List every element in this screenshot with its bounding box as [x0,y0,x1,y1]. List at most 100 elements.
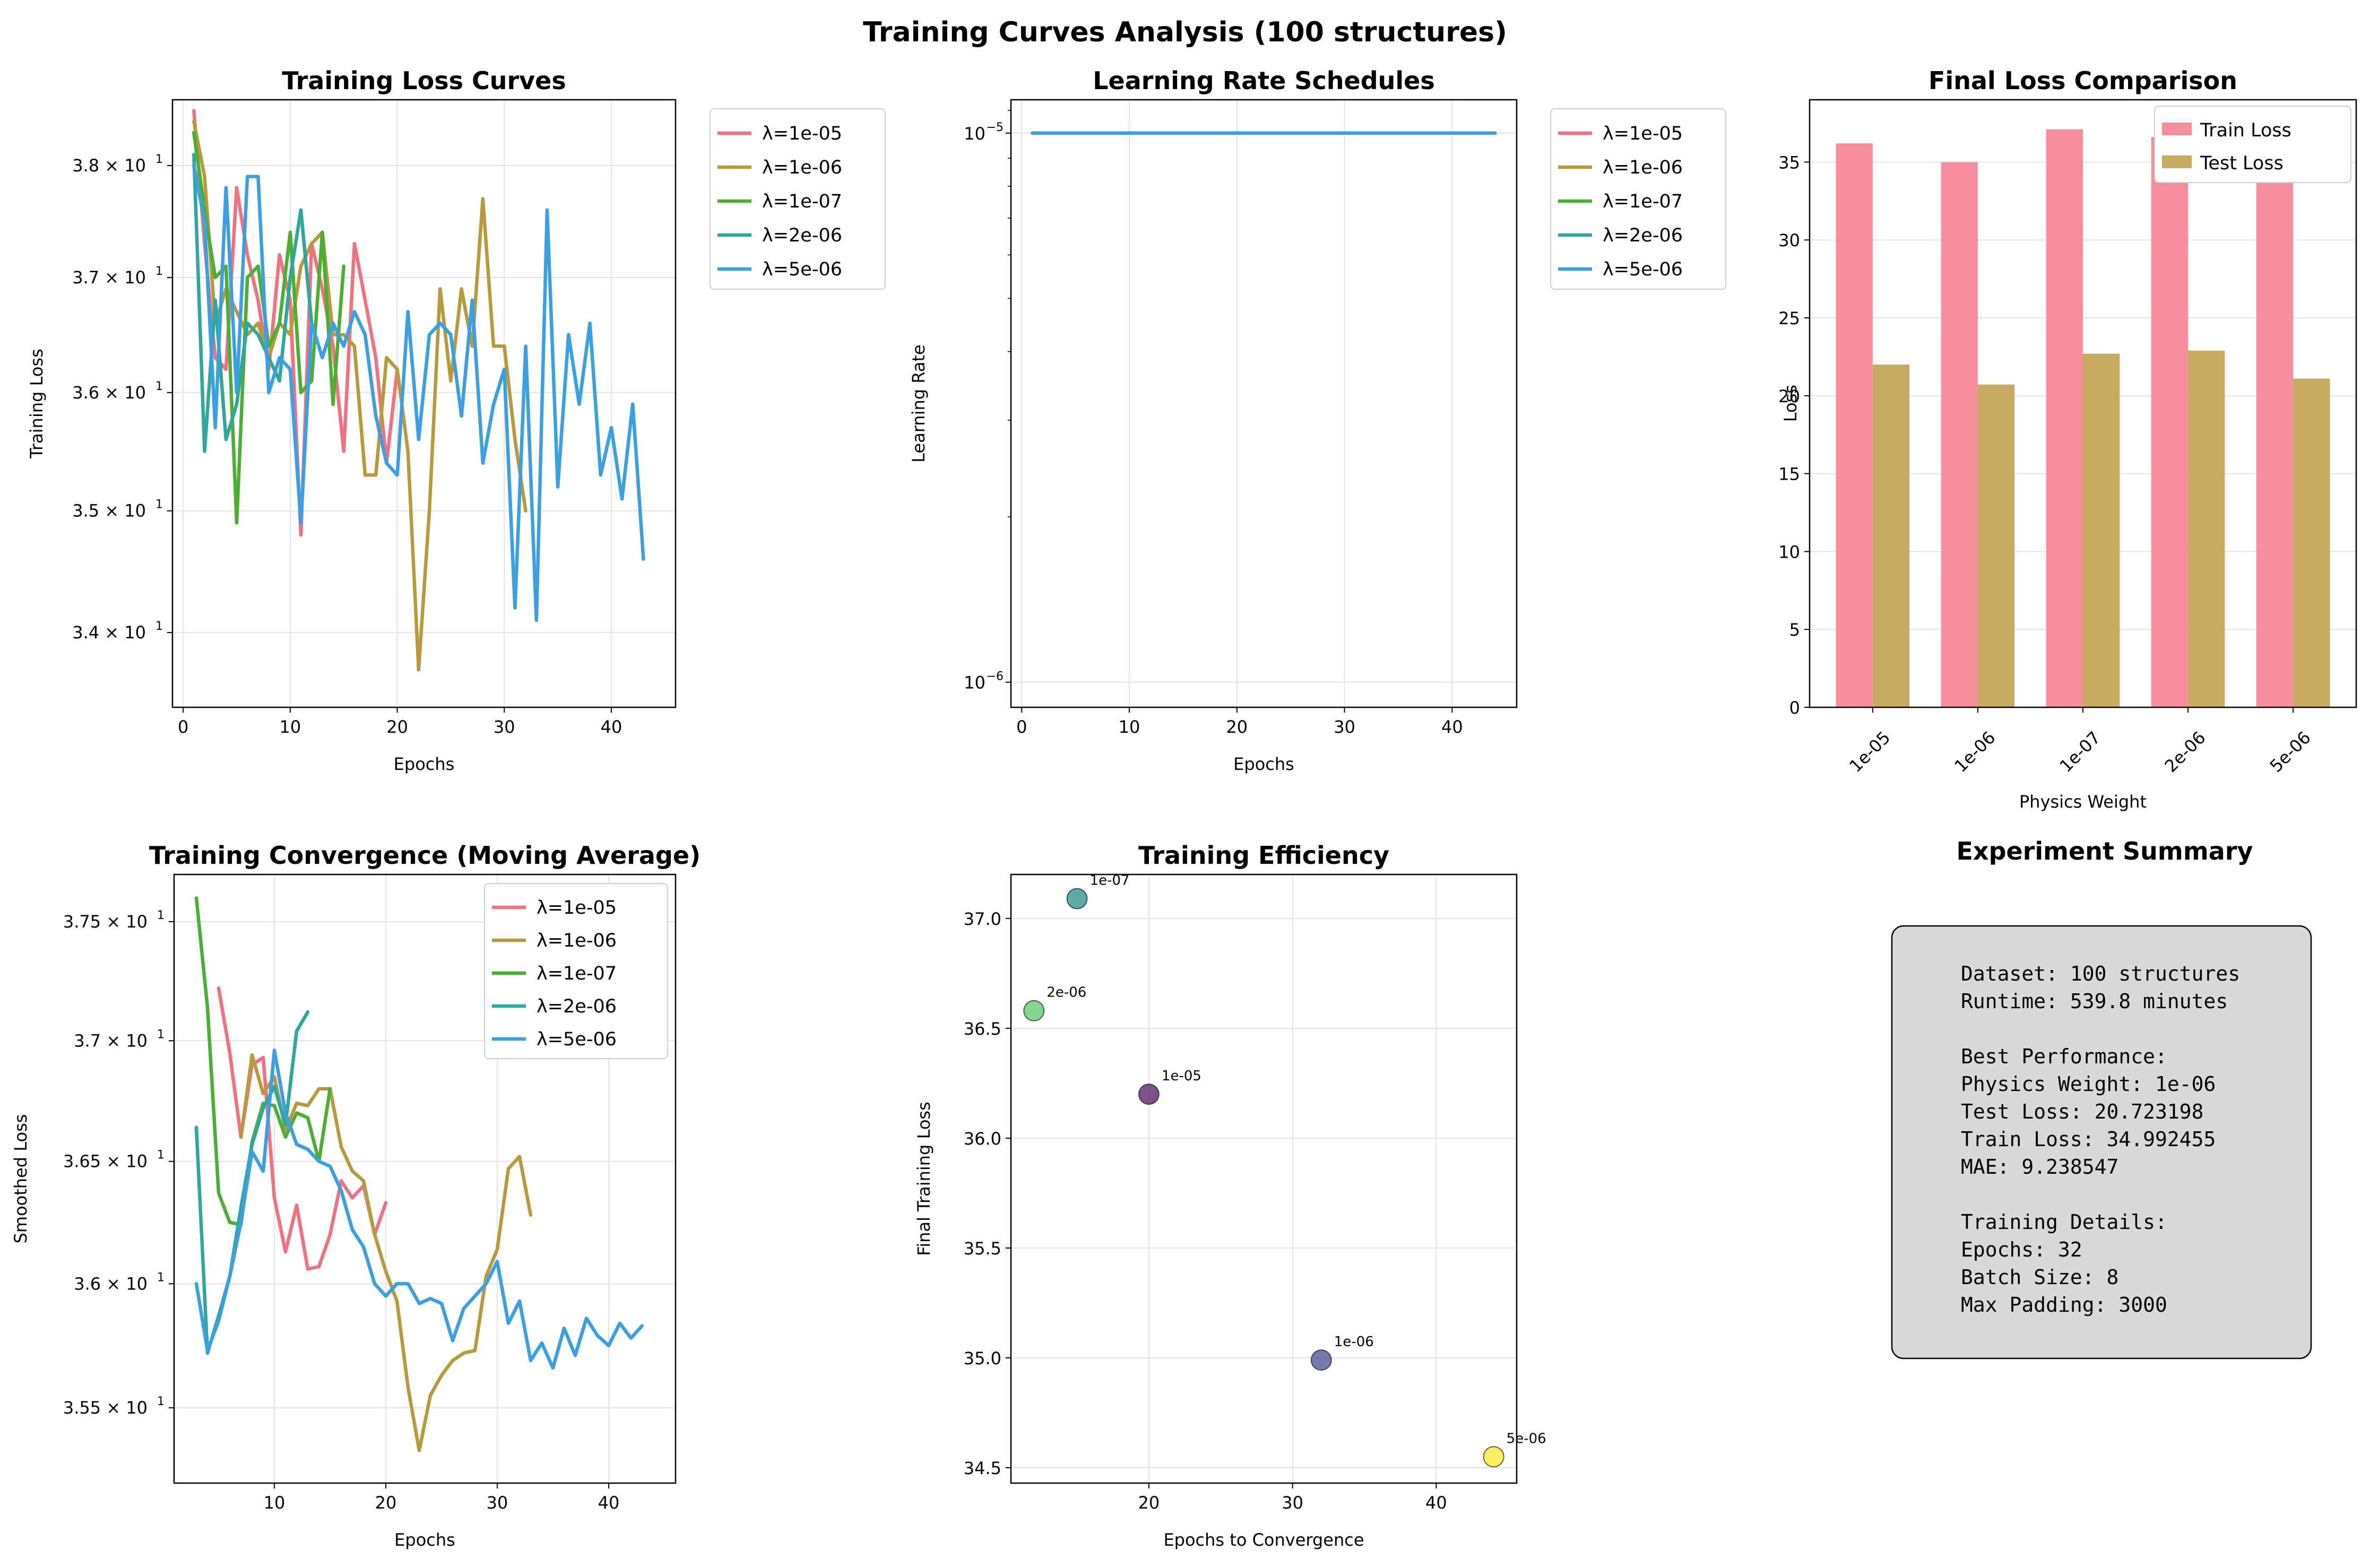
summary-line: Epochs: 32 [1961,1238,2082,1261]
y-tick-label: 36.5 [964,1019,1001,1039]
y-tick-exponent: −6 [987,670,1004,683]
bars-group [1836,129,2330,707]
legend-label: λ=1e-06 [1603,157,1683,178]
legend-label: λ=1e-05 [762,123,842,144]
y-tick-exponent: 1 [155,153,163,166]
summary-title: Experiment Summary [1956,837,2253,865]
summary-line: Dataset: 100 structures [1961,962,2240,985]
y-tick-label: 5 [1789,620,1800,640]
x-tick-label: 40 [598,1493,620,1513]
legend-label: λ=1e-06 [537,930,617,951]
x-tick-label: 2e-06 [2161,727,2210,776]
y-tick-label: 10 [1778,542,1800,562]
summary-line: Test Loss: 20.723198 [1961,1100,2204,1123]
y-tick-label: 3.4 × 10 [72,622,146,643]
x-tick-label: 20 [1226,717,1248,737]
panel-efficiency: 20 30 4034.535.035.536.036.537.01e-051e-06… [914,841,1546,1550]
scatter-point-1e-05 [1139,1084,1159,1104]
y-tick-label: 37.0 [964,909,1001,929]
legend-label: λ=2e-06 [762,225,842,246]
x-tick-label: 0 [178,717,188,737]
y-tick-exponent: 1 [157,1028,165,1041]
legend-label: λ=1e-05 [537,897,617,919]
y-tick-label: 3.55 × 10 [63,1398,148,1418]
x-tick-label: 5e-06 [2266,727,2315,776]
y-axis-label: Training Loss [27,349,47,459]
panel-convergence: 10 20 30 40 3.55 × 10 1 3.6 × 10 1 3.65 × 10 1 3.7… [11,841,700,1550]
x-tick-label: 1e-05 [1845,727,1894,776]
panel-training-loss: 0 10 20 30 40 3.4 × 10 1 3.5 × 10 1 3.6 × 10 1 3.7 … [27,66,885,774]
y-tick-exponent: 1 [157,1271,165,1284]
x-tick-label: 40 [1425,1493,1447,1513]
y-tick-exponent: 1 [157,1395,165,1408]
y-axis-label: Learning Rate [909,344,929,462]
point-annotation: 5e-06 [1507,1431,1546,1446]
legend-label: λ=2e-06 [537,996,617,1017]
y-tick-label: 34.5 [964,1458,1001,1478]
summary-line: Best Performance: [1961,1045,2167,1068]
y-tick-label: 10 [964,673,985,693]
panel-title: Training Convergence (Moving Average) [149,841,700,870]
axes-frame [1011,874,1517,1483]
series-group [194,111,643,670]
scatter-point-5e-06 [1484,1446,1504,1467]
bar-test-1e-07 [2083,354,2120,707]
x-tick-label: 30 [487,1493,508,1513]
panel-summary: Experiment Summary Dataset: 100 structur… [1892,837,2311,1358]
x-tick-label: 20 [1138,1493,1160,1513]
x-tick-label: 1e-07 [2055,727,2104,776]
panel-title: Learning Rate Schedules [1093,66,1434,95]
legend-label: λ=2e-06 [1603,225,1683,246]
y-tick-label: 36.0 [964,1129,1001,1149]
bar-train-2e-06 [2151,137,2188,707]
summary-line: Train Loss: 34.992455 [1961,1128,2216,1151]
x-tick-label: 10 [264,1493,286,1513]
summary-line: Physics Weight: 1e-06 [1961,1072,2216,1096]
point-annotation: 1e-06 [1334,1334,1374,1350]
legend-label: λ=5e-06 [1603,259,1683,280]
legend-label: λ=5e-06 [537,1029,617,1050]
legend-label: λ=1e-07 [1603,191,1683,212]
summary-line: Runtime: 539.8 minutes [1961,990,2228,1013]
x-tick-label: 10 [1119,717,1140,737]
y-tick-label: 3.7 × 10 [72,267,146,288]
x-axis-label: Epochs to Convergence [1163,1530,1364,1550]
bar-test-1e-06 [1978,385,2014,707]
legend-swatch [2162,155,2192,168]
y-tick-exponent: 1 [155,620,163,633]
legend-label: λ=1e-07 [762,191,842,212]
y-tick-label: 35 [1778,152,1800,172]
y-tick-label: 10 [964,124,985,144]
y-tick-label: 3.65 × 10 [63,1151,148,1172]
x-tick-label: 0 [1016,717,1027,737]
x-axis-label: Epochs [394,754,455,774]
legend-label: λ=1e-07 [537,963,617,984]
figure-title: Training Curves Analysis (100 structures… [863,16,1507,48]
y-tick-label: 3.6 × 10 [74,1274,148,1294]
legend-label: λ=1e-06 [762,157,842,178]
panel-final-loss: 0 5 10 15 20 25 30 35 1e-05 1e-06 1e-07 2e-06 5e-06 F… [1778,66,2356,812]
panel-title: Final Loss Comparison [1928,66,2237,95]
x-axis-label: Physics Weight [2019,792,2147,812]
bar-test-2e-06 [2188,351,2225,707]
y-tick-exponent: 1 [155,380,163,393]
y-tick-label: 3.75 × 10 [63,912,148,932]
y-tick-exponent: 1 [157,909,165,922]
x-tick-label: 20 [386,717,408,737]
summary-line: Training Details: [1961,1210,2167,1234]
x-tick-label: 30 [1282,1493,1303,1513]
summary-line: Batch Size: 8 [1961,1266,2118,1289]
y-tick-label: 3.8 × 10 [72,155,146,176]
panel-title: Training Efficiency [1138,841,1389,870]
y-tick-label: 3.6 × 10 [72,383,146,403]
legend-label: λ=1e-05 [1603,123,1683,144]
y-tick-label: 3.7 × 10 [74,1030,148,1051]
scatter-point-1e-06 [1311,1350,1331,1370]
y-axis-label: Smoothed Loss [11,1114,31,1244]
summary-line: MAE: 9.238547 [1961,1155,2118,1179]
y-tick-exponent: 1 [157,1149,165,1162]
x-tick-label: 40 [1441,717,1463,737]
axes-frame [1011,100,1517,707]
